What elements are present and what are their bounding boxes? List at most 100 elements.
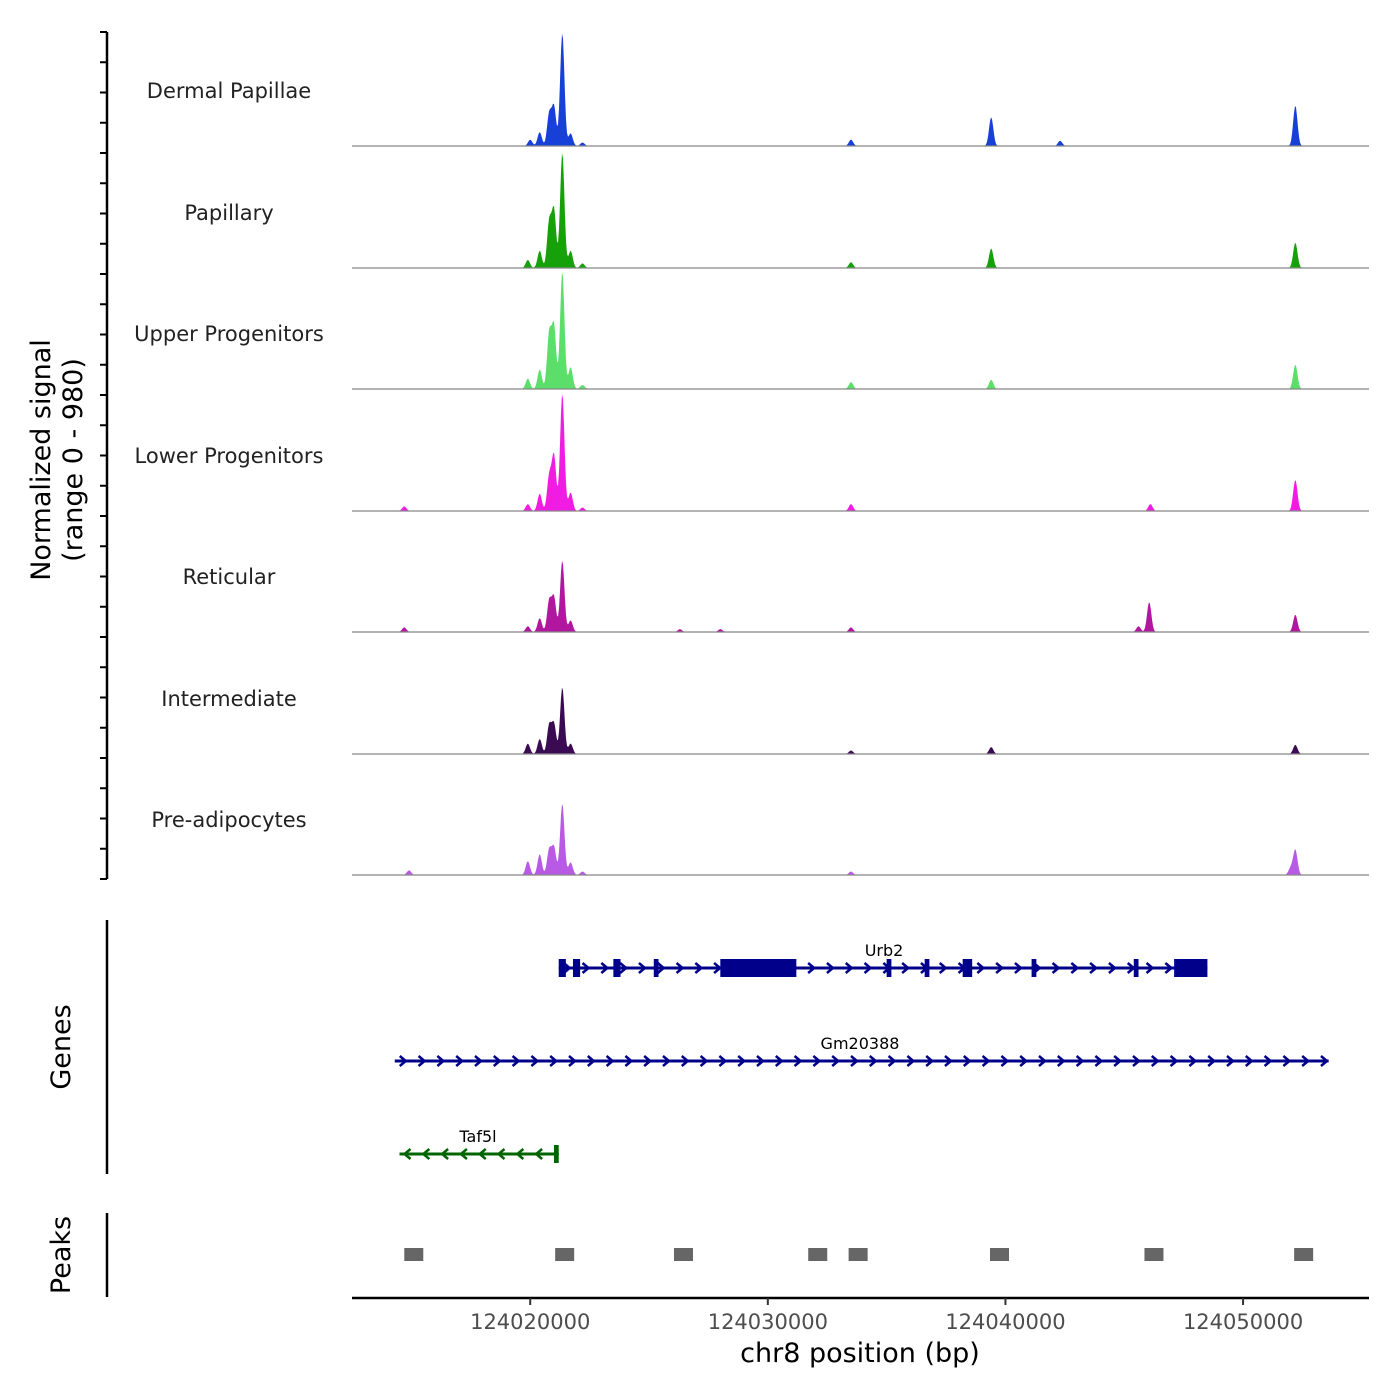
strand-arrow (995, 962, 1005, 974)
peak-region (404, 1248, 424, 1261)
strand-arrow (600, 962, 610, 974)
strand-arrow (436, 1055, 446, 1067)
strand-arrow (699, 1055, 709, 1067)
strand-arrow (1094, 1055, 1104, 1067)
strand-arrow (713, 962, 723, 974)
coverage-area (352, 687, 1369, 754)
gene-urb2: Urb2 (558, 941, 1208, 977)
x-axis-ticks: 124020000 124030000 124040000 124050000 (470, 1298, 1303, 1334)
track-lower-progenitors: Lower Progenitors (135, 394, 1369, 512)
strand-arrow (1019, 1055, 1029, 1067)
track-label: Reticular (183, 565, 276, 589)
strand-arrow (1089, 962, 1099, 974)
strand-arrow (774, 1055, 784, 1067)
strand-arrow (1132, 1055, 1141, 1067)
strand-arrow (1075, 1055, 1085, 1067)
strand-arrow (807, 962, 817, 974)
strand-arrow (938, 962, 948, 974)
gene-label: Urb2 (865, 941, 904, 960)
coverage-tracks: Dermal Papillae Papillary Upper Progenitor… (134, 33, 1369, 876)
strand-arrow (925, 1055, 935, 1067)
gene-exon (558, 959, 566, 977)
strand-arrow (831, 1055, 841, 1067)
strand-arrow (1188, 1055, 1198, 1067)
peak-region (1144, 1248, 1164, 1261)
track-reticular: Reticular (183, 560, 1369, 633)
gene-exon (1133, 959, 1139, 977)
coverage-area (352, 560, 1369, 632)
track-dermal-papillae: Dermal Papillae (147, 33, 1369, 147)
signal-y-title-line1: Normalized signal (26, 339, 57, 581)
strand-arrow (906, 1055, 916, 1067)
strand-arrow (718, 1055, 728, 1067)
gene-exon (613, 959, 621, 977)
coverage-area (352, 803, 1369, 875)
track-label: Dermal Papillae (147, 79, 311, 103)
gene-exon (572, 959, 581, 977)
strand-arrow (530, 1055, 540, 1067)
gene-label: Gm20388 (821, 1034, 900, 1053)
x-tick-label: 124030000 (708, 1310, 828, 1334)
strand-arrow (1207, 1055, 1217, 1067)
strand-arrow (656, 962, 666, 974)
peak-region (808, 1248, 828, 1261)
strand-arrow (624, 1055, 634, 1067)
peak-region (848, 1248, 868, 1261)
strand-arrow (793, 1055, 803, 1067)
strand-arrow (477, 1148, 487, 1160)
strand-arrow (581, 962, 591, 974)
track-upper-progenitors: Upper Progenitors (134, 272, 1369, 390)
track-label: Pre-adipocytes (151, 808, 306, 832)
strand-arrow (421, 1148, 431, 1160)
strand-arrow (398, 1055, 408, 1067)
strand-arrow (1164, 962, 1174, 974)
strand-arrow (1038, 1055, 1047, 1067)
track-label: Intermediate (161, 687, 297, 711)
strand-arrow (1263, 1055, 1273, 1067)
gene-exon (720, 959, 797, 977)
strand-arrow (1301, 1055, 1311, 1067)
peak-regions-track (404, 1248, 1314, 1261)
strand-arrow (458, 1148, 468, 1160)
strand-arrow (515, 1148, 525, 1160)
strand-arrow (1320, 1055, 1329, 1067)
strand-arrow (1282, 1055, 1292, 1067)
track-pre-adipocytes: Pre-adipocytes (151, 803, 1369, 876)
genes-y-title: Genes (46, 1004, 77, 1089)
strand-arrow (586, 1055, 596, 1067)
gene-exon (886, 959, 892, 977)
strand-arrow (474, 1055, 483, 1067)
strand-arrow (1014, 962, 1023, 974)
strand-arrow (1226, 1055, 1235, 1067)
strand-arrow (962, 1055, 972, 1067)
strand-arrow (901, 962, 911, 974)
gene-exon (553, 1145, 559, 1163)
strand-arrow (1051, 962, 1061, 974)
gene-exon (1174, 959, 1208, 977)
strand-arrow (568, 1055, 577, 1067)
track-label: Papillary (184, 201, 273, 225)
peak-region (990, 1248, 1010, 1261)
x-tick-label: 124040000 (945, 1310, 1065, 1334)
coverage-area (352, 33, 1369, 146)
strand-arrow (511, 1055, 521, 1067)
strand-arrow (402, 1148, 412, 1160)
strand-arrow (1113, 1055, 1123, 1067)
x-tick-label: 124050000 (1183, 1310, 1303, 1334)
strand-arrow (662, 1055, 671, 1067)
signal-y-title-line2: (range 0 - 980) (58, 358, 89, 562)
strand-arrow (492, 1055, 502, 1067)
strand-arrow (944, 1055, 953, 1067)
strand-arrow (887, 1055, 897, 1067)
strand-arrow (1244, 1055, 1254, 1067)
track-papillary: Papillary (184, 153, 1369, 269)
strand-arrow (868, 1055, 878, 1067)
track-intermediate: Intermediate (161, 687, 1369, 755)
strand-arrow (643, 1055, 653, 1067)
strand-arrow (737, 1055, 747, 1067)
gene-exon (1031, 959, 1037, 977)
peaks-y-title: Peaks (46, 1216, 77, 1294)
coverage-area (352, 153, 1369, 268)
strand-arrow (850, 1055, 859, 1067)
gene-gm20388: Gm20388 (394, 1034, 1329, 1067)
